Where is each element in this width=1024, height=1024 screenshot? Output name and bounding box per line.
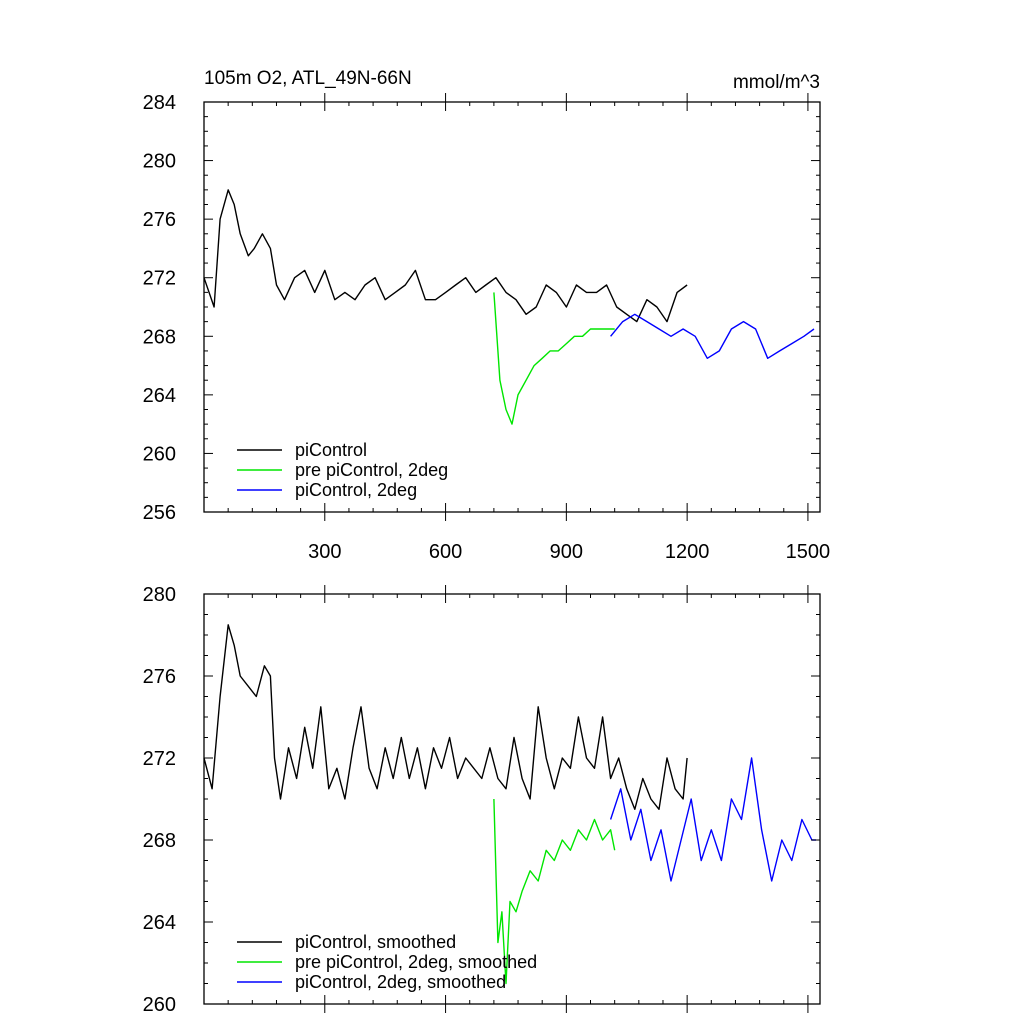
bottom-panel-lines — [203, 624, 816, 985]
legend-label: piControl, smoothed — [295, 932, 456, 952]
y-tick-label: 268 — [143, 830, 176, 852]
series-line-picontrol-smoothed — [203, 624, 688, 810]
top-panel-lines — [203, 189, 815, 425]
y-tick-label: 276 — [143, 209, 176, 231]
x-tick-label: 300 — [308, 541, 341, 563]
legend-label: piControl, 2deg, smoothed — [295, 972, 506, 992]
bottom-panel: 260 264 268 272 276 280 piControl, smoothedpr… — [143, 584, 821, 1016]
y-tick-label: 272 — [143, 268, 176, 290]
y-tick-label: 284 — [143, 92, 176, 114]
series-line-picontrol-2deg — [610, 313, 815, 359]
legend-label: pre piControl, 2deg, smoothed — [295, 952, 537, 972]
y-tick-label: 280 — [143, 584, 176, 606]
top-panel-units: mmol/m^3 — [733, 72, 820, 93]
top-panel: 256 260 264 268 272 276 280 284 300 600 900 1200 15… — [143, 68, 831, 563]
y-tick-label: 272 — [143, 748, 176, 770]
top-panel-ticks — [204, 93, 820, 521]
y-tick-label: 264 — [143, 912, 176, 934]
y-tick-label: 260 — [143, 443, 176, 465]
x-tick-label: 1200 — [665, 541, 710, 563]
x-tick-label: 1500 — [786, 541, 831, 563]
series-line-pre-picontrol-2deg — [493, 292, 615, 425]
y-tick-label: 268 — [143, 326, 176, 348]
legend-label: piControl, 2deg — [295, 480, 417, 500]
legend-label: piControl — [295, 440, 367, 460]
bottom-panel-ticks — [204, 585, 820, 1013]
top-panel-title: 105m O2, ATL_49N-66N — [204, 68, 412, 89]
bottom-panel-y-tick-labels: 260 264 268 272 276 280 — [143, 584, 176, 1016]
legend-label: pre piControl, 2deg — [295, 460, 448, 480]
top-panel-y-tick-labels: 256 260 264 268 272 276 280 284 — [143, 92, 176, 524]
y-tick-label: 260 — [143, 994, 176, 1016]
series-line-picontrol — [203, 189, 688, 323]
y-tick-label: 276 — [143, 666, 176, 688]
x-tick-label: 900 — [550, 541, 583, 563]
top-panel-x-tick-labels: 300 600 900 1200 1500 — [308, 541, 830, 563]
y-tick-label: 256 — [143, 502, 176, 524]
y-tick-label: 280 — [143, 151, 176, 173]
series-line-picontrol-2deg-smoothed — [609, 757, 816, 882]
y-tick-label: 264 — [143, 385, 176, 407]
x-tick-label: 600 — [429, 541, 462, 563]
series-line-pre-picontrol-2deg-smoothed — [493, 798, 616, 985]
